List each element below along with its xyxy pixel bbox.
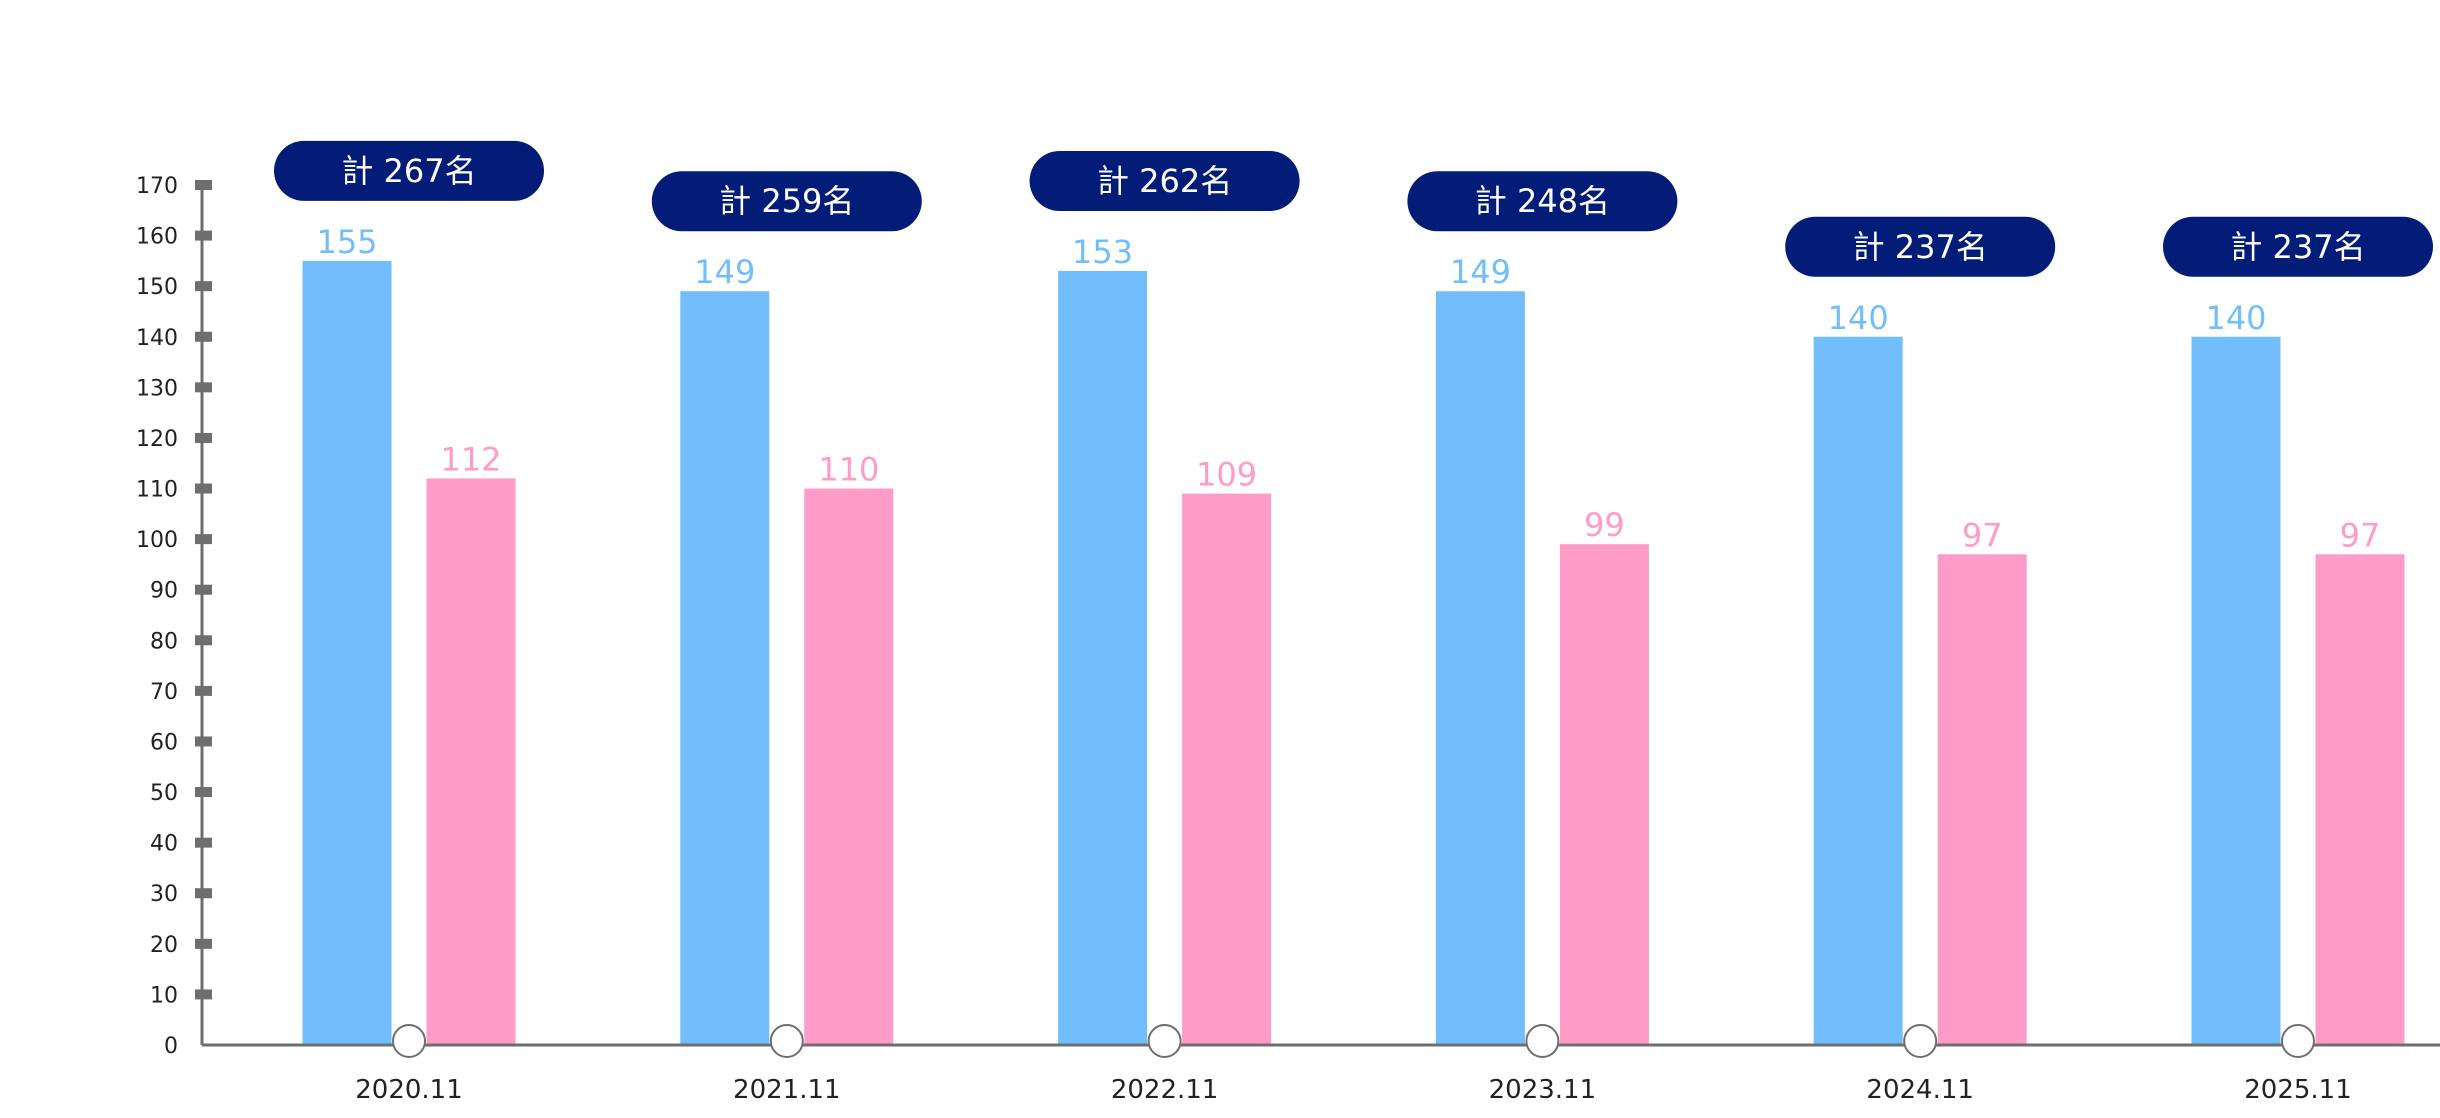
y-tick-label: 160 xyxy=(136,225,178,250)
y-tick-label: 130 xyxy=(136,376,178,401)
axis-marker-circle xyxy=(392,1024,426,1058)
total-badge xyxy=(1029,151,1300,211)
axis-marker-circle xyxy=(1903,1024,1938,1058)
total-badge xyxy=(651,171,922,232)
axis-marker-circle xyxy=(2281,1024,2315,1058)
y-tick-label: 20 xyxy=(150,933,178,958)
total-label: 計 237名 xyxy=(2230,228,2365,266)
y-tick-label: 120 xyxy=(136,427,178,452)
y-tick-mark xyxy=(195,180,212,190)
y-tick-label: 140 xyxy=(136,326,178,351)
x-tick-label: 2022.11 xyxy=(1111,1075,1219,1105)
y-tick-mark xyxy=(195,331,212,342)
bar xyxy=(1182,493,1272,1045)
total-badge xyxy=(1407,171,1678,232)
x-tick-label: 2025.11 xyxy=(2244,1075,2352,1105)
data-label: 155 xyxy=(316,223,377,261)
bar-group: 155 112 149 110 153 109 149 99 140 97 140 97 xyxy=(302,223,2405,1046)
data-label: 149 xyxy=(1450,253,1511,291)
x-tick-label: 2024.11 xyxy=(1866,1075,1974,1105)
total-label: 計 248名 xyxy=(1475,182,1610,220)
y-tick-label: 170 xyxy=(136,174,178,199)
x-tick-label: 2023.11 xyxy=(1489,1075,1597,1105)
data-label: 153 xyxy=(1072,233,1133,271)
y-axis: 0 10 20 30 40 50 60 70 80 90 100 110 120 130 140 150 160… xyxy=(136,174,212,1059)
y-tick-mark xyxy=(195,787,212,798)
bar xyxy=(302,260,392,1046)
y-tick-label: 10 xyxy=(150,983,178,1008)
bar xyxy=(804,488,894,1045)
axis-marker-circle xyxy=(1525,1024,1560,1058)
y-tick-mark xyxy=(195,281,212,292)
bar xyxy=(1058,271,1148,1045)
data-label: 149 xyxy=(694,253,755,291)
y-tick-label: 100 xyxy=(136,528,178,553)
y-tick-label: 80 xyxy=(150,629,178,654)
data-label: 97 xyxy=(2340,516,2381,554)
bar xyxy=(2191,336,2281,1045)
total-label: 計 259名 xyxy=(719,182,854,220)
total-badge xyxy=(274,140,544,201)
y-tick-mark xyxy=(195,483,212,494)
bar xyxy=(1435,291,1525,1045)
bar xyxy=(1937,554,2027,1045)
x-axis: 2020.11 2021.11 2022.11 2023.11 2024.11 2025.… xyxy=(202,1024,2440,1105)
data-label: 97 xyxy=(1962,516,2003,554)
y-tick-label: 60 xyxy=(150,730,178,755)
y-tick-mark xyxy=(195,382,212,393)
y-tick-mark xyxy=(195,989,212,1000)
data-label: 109 xyxy=(1196,456,1257,494)
total-label: 計 267名 xyxy=(341,152,476,190)
bar xyxy=(1559,544,1649,1045)
y-tick-mark xyxy=(195,888,212,899)
data-label: 140 xyxy=(2205,299,2266,337)
data-label: 112 xyxy=(440,440,501,478)
y-tick-mark xyxy=(195,635,212,646)
axis-marker-circle xyxy=(1147,1024,1182,1058)
bar xyxy=(2315,554,2405,1045)
y-tick-label: 150 xyxy=(136,275,178,300)
total-label: 計 262名 xyxy=(1097,162,1232,200)
total-label: 計 237名 xyxy=(1853,228,1988,266)
bar xyxy=(680,291,770,1045)
y-tick-mark xyxy=(195,584,212,595)
y-tick-mark xyxy=(195,534,212,545)
bar xyxy=(1813,336,1903,1045)
y-tick-label: 30 xyxy=(150,882,178,907)
y-tick-mark xyxy=(195,837,212,848)
data-label: 140 xyxy=(1828,299,1889,337)
y-tick-mark xyxy=(195,736,212,747)
y-tick-label: 90 xyxy=(150,579,178,604)
axis-marker-circle xyxy=(769,1024,804,1058)
x-tick-label: 2021.11 xyxy=(733,1075,841,1105)
y-tick-mark xyxy=(195,938,212,949)
x-tick-label: 2020.11 xyxy=(355,1075,463,1105)
y-tick-label: 50 xyxy=(150,781,178,806)
y-tick-mark xyxy=(195,685,212,696)
y-tick-mark xyxy=(195,230,212,241)
data-label: 110 xyxy=(818,451,879,489)
y-tick-label: 40 xyxy=(150,832,178,857)
bar xyxy=(426,478,516,1046)
y-tick-label: 0 xyxy=(164,1034,178,1059)
y-tick-label: 70 xyxy=(150,680,178,705)
y-tick-mark xyxy=(195,432,212,443)
data-label: 99 xyxy=(1584,506,1625,544)
total-badge xyxy=(2163,216,2433,277)
y-tick-label: 110 xyxy=(136,478,178,503)
total-badge xyxy=(1785,216,2056,277)
